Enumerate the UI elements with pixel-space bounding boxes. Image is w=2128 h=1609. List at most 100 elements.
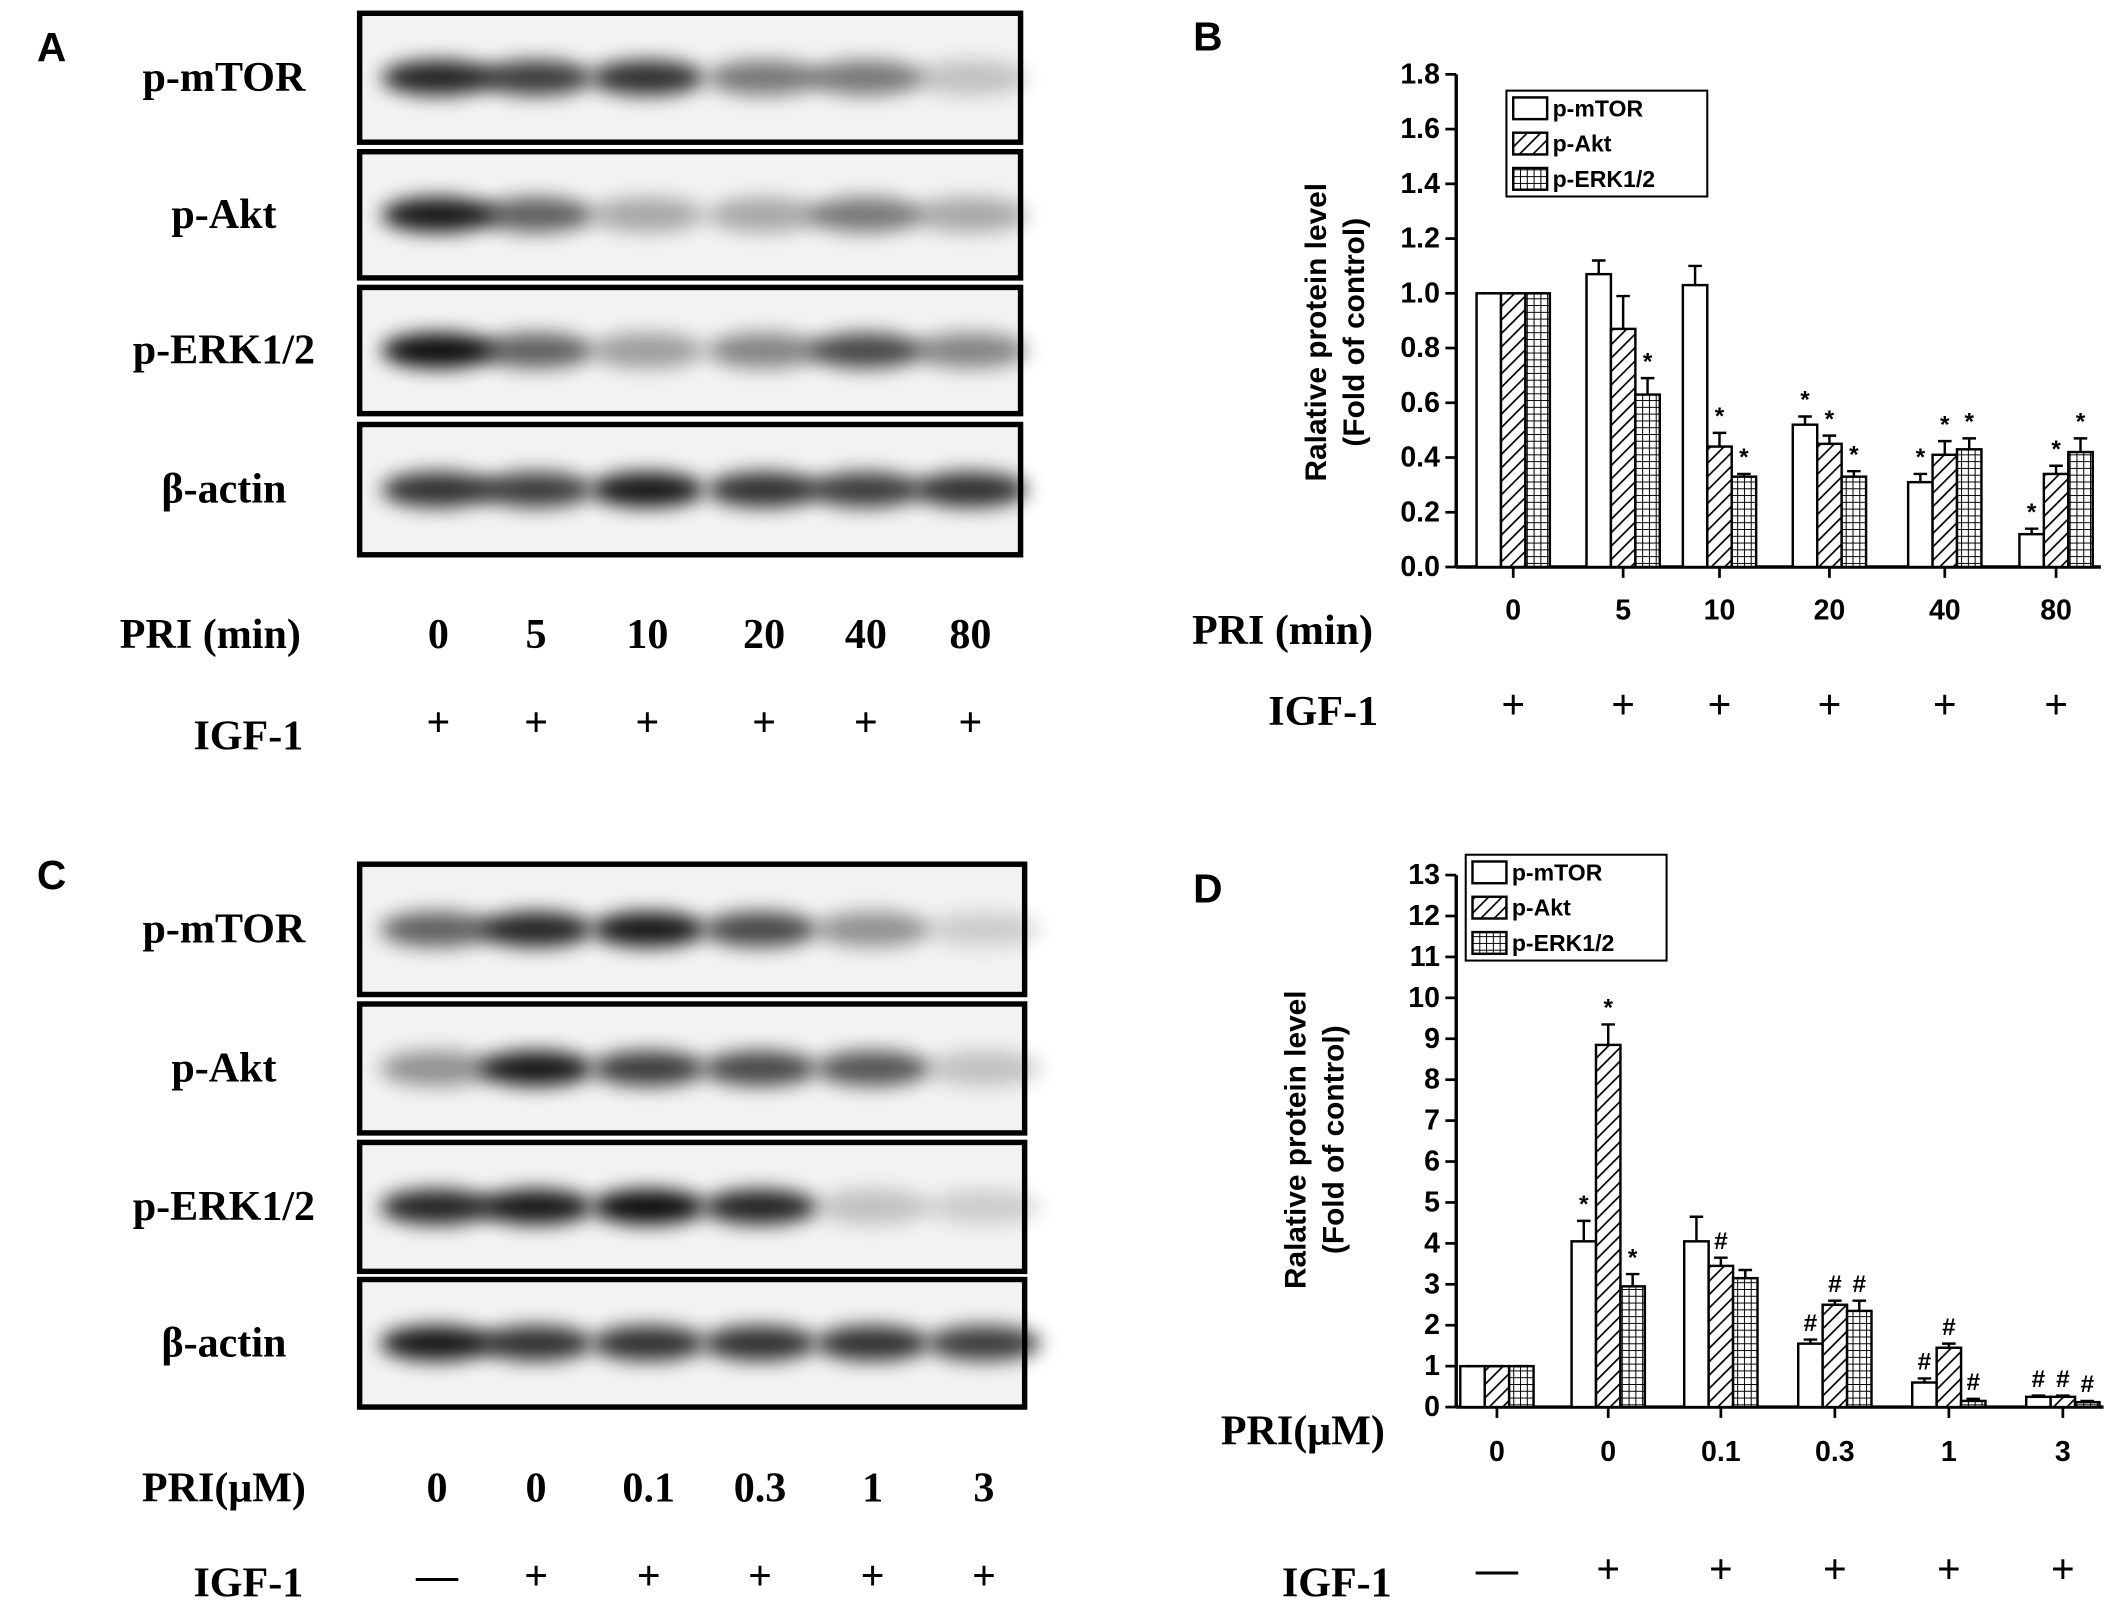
bar: [1730, 475, 1758, 569]
treat-value: +: [861, 1554, 885, 1600]
row-value: +: [2044, 682, 2068, 728]
blot-band: [479, 332, 594, 369]
panel-letter: B: [1193, 13, 1222, 59]
blot-row-label: p-Akt: [171, 1045, 276, 1091]
y-axis-label: Ralative protein level: [1280, 990, 1313, 1289]
blot-band: [707, 472, 822, 508]
bar: [2024, 1395, 2052, 1409]
x-tick-label: 0: [1489, 1436, 1505, 1468]
treat-value: +: [426, 700, 450, 746]
lane-value: 0: [526, 1466, 547, 1512]
treat-value: +: [752, 700, 776, 746]
lane-label: PRI(μM): [142, 1466, 306, 1512]
y-axis-label: (Fold of control): [1318, 1025, 1351, 1254]
bar: [1791, 423, 1819, 569]
blot-band: [590, 60, 705, 96]
significance-mark: *: [2027, 499, 2037, 526]
blot-band: [381, 472, 496, 508]
y-tick-label: 1.4: [1400, 168, 1440, 200]
blot-band: [591, 1325, 706, 1361]
legend-label: p-mTOR: [1512, 859, 1603, 885]
legend-label: p-Akt: [1512, 895, 1571, 921]
error-bar: [1577, 1219, 1591, 1242]
error-bar: [1688, 264, 1702, 286]
row-value: +: [2051, 1547, 2075, 1593]
y-tick-label: 1.6: [1400, 113, 1440, 145]
blot-band: [380, 1050, 494, 1087]
blot-band: [703, 1050, 817, 1087]
blot-row-label: p-ERK1/2: [133, 328, 315, 374]
error-bar: [2080, 1399, 2095, 1403]
significance-mark: *: [1940, 411, 1950, 438]
bar: [1931, 453, 1959, 569]
x-tick-label: 1: [1941, 1436, 1957, 1468]
panel-letter: D: [1193, 866, 1222, 912]
significance-mark: #: [1714, 1228, 1728, 1255]
significance-mark: #: [2080, 1371, 2094, 1398]
bar: [2018, 532, 2046, 569]
blot-row-label: β-actin: [161, 467, 286, 513]
bar: [2073, 1400, 2101, 1409]
bar: [1499, 292, 1527, 569]
error-bar: [1962, 437, 1976, 450]
row-value: +: [1933, 682, 1957, 728]
y-axis-label: Ralative protein level: [1300, 183, 1333, 482]
bar: [2049, 1395, 2077, 1409]
blot-band: [808, 60, 923, 96]
blot-band: [479, 1050, 594, 1087]
legend-label: p-ERK1/2: [1553, 166, 1656, 192]
error-bar: [1917, 1377, 1932, 1383]
legend-swatch: [1471, 860, 1508, 885]
y-tick-label: 1.8: [1400, 58, 1440, 90]
blot-band: [808, 472, 923, 508]
error-bar: [1737, 472, 1751, 477]
bar: [1906, 480, 1934, 569]
blot-band: [815, 1189, 930, 1225]
legend-swatch: [1511, 96, 1549, 121]
bar: [1475, 292, 1503, 569]
y-tick-label: 9: [1424, 1023, 1440, 1055]
error-bar: [2049, 464, 2063, 474]
legend-swatch: [1511, 166, 1549, 191]
error-bar: [1640, 376, 1655, 395]
x-tick-label: 80: [2040, 594, 2072, 626]
significance-mark: #: [1918, 1349, 1932, 1376]
y-tick-label: 1: [1424, 1350, 1440, 1382]
error-bar: [1591, 259, 1606, 275]
blot-band: [479, 1189, 594, 1225]
y-tick-label: 2: [1424, 1309, 1440, 1341]
bar: [1524, 292, 1552, 569]
lane-label: PRI (min): [120, 612, 301, 658]
blot-band: [926, 1325, 1041, 1361]
error-bar: [1913, 472, 1928, 483]
y-tick-label: 1.2: [1400, 223, 1440, 255]
significance-mark: #: [2056, 1366, 2070, 1393]
legend-swatch: [1471, 930, 1508, 956]
blot-band: [479, 472, 594, 508]
y-tick-label: 10: [1408, 982, 1440, 1014]
blot-band: [926, 1050, 1041, 1087]
significance-mark: *: [1715, 403, 1725, 430]
bar: [1507, 1364, 1535, 1409]
blot-band: [703, 911, 817, 947]
y-tick-label: 5: [1424, 1186, 1440, 1218]
y-tick-label: 0.4: [1400, 442, 1440, 474]
x-tick-label: 40: [1929, 594, 1961, 626]
y-tick-label: 6: [1424, 1146, 1440, 1178]
error-bar: [1625, 1272, 1640, 1287]
blot-band: [381, 60, 496, 96]
row-label: IGF-1: [1268, 689, 1378, 735]
significance-mark: #: [1828, 1271, 1842, 1298]
treat-value: +: [972, 1554, 996, 1600]
row-label: IGF-1: [1282, 1561, 1392, 1607]
blot-band: [926, 911, 1041, 947]
blot-band: [808, 197, 923, 233]
blot-row-label: p-mTOR: [143, 55, 306, 101]
x-axis-label: PRI(μM): [1221, 1409, 1385, 1455]
error-bar: [1966, 1397, 1981, 1401]
x-tick-label: 0: [1600, 1436, 1616, 1468]
blot-band: [703, 1189, 817, 1225]
bar: [1796, 1342, 1824, 1409]
bar: [1845, 1309, 1873, 1409]
